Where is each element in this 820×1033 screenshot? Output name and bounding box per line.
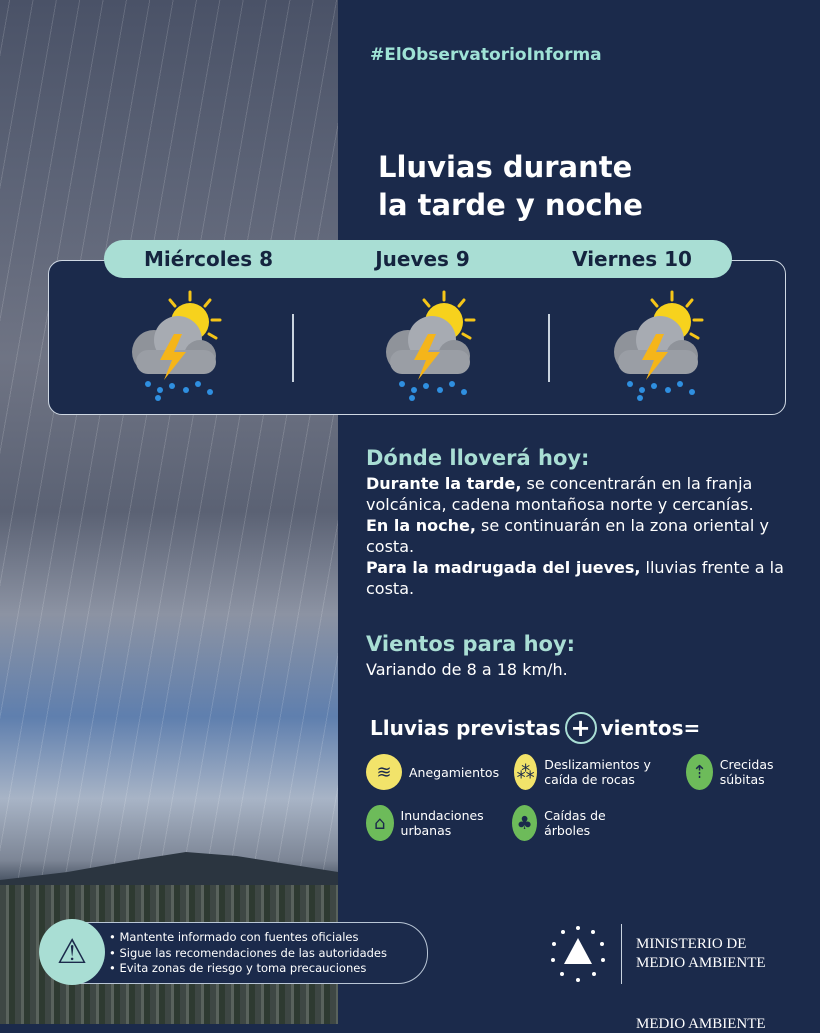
day-label: Viernes 10: [572, 247, 692, 271]
warning-box: ⚠ Mantente informado con fuentes oficial…: [39, 919, 428, 985]
ministry-name: MINISTERIO DE MEDIO AMBIENTE: [636, 936, 766, 971]
landslide-icon: ⁂: [514, 754, 538, 790]
sun-cloud-storm-rain-icon: [612, 290, 704, 402]
hazard-item: ⁂ Deslizamientos y caída de rocas: [514, 754, 674, 790]
hazard-item: ⇡ Crecidas súbitas: [686, 754, 796, 790]
day-label: Jueves 9: [375, 247, 470, 271]
hazard-item: ≋ Anegamientos: [366, 754, 499, 790]
rain-sky-photo: [0, 0, 338, 1024]
waterlogging-icon: ≋: [366, 754, 402, 790]
page-title: Lluvias durante la tarde y noche: [378, 150, 643, 222]
wind-section: Vientos para hoy: Variando de 8 a 18 km/…: [366, 634, 796, 680]
divider: [621, 924, 622, 984]
bottom-strip-text: MEDIO AMBIENTE: [636, 1016, 766, 1032]
divider: [292, 314, 294, 382]
wind-heading: Vientos para hoy:: [366, 632, 576, 656]
rain-heading: Dónde lloverá hoy:: [366, 446, 590, 470]
wind-text: Variando de 8 a 18 km/h.: [366, 660, 568, 679]
hashtag: #ElObservatorioInforma: [370, 45, 602, 65]
divider: [548, 314, 550, 382]
warning-triangle-icon: ⚠: [39, 919, 105, 985]
falling-tree-icon: ♣: [512, 805, 538, 841]
day-label: Miércoles 8: [144, 247, 273, 271]
hazard-item: ⌂ Inundaciones urbanas: [366, 805, 506, 841]
urban-flood-icon: ⌂: [366, 805, 394, 841]
warning-item: Mantente informado con fuentes oficiales: [109, 930, 387, 946]
flash-flood-icon: ⇡: [686, 754, 713, 790]
days-header: Miércoles 8 Jueves 9 Viernes 10: [104, 240, 732, 278]
el-salvador-seal-logo: [551, 926, 605, 982]
sun-cloud-storm-rain-icon: [130, 290, 222, 402]
warning-item: Evita zonas de riesgo y toma precaucione…: [109, 961, 387, 977]
sun-cloud-storm-rain-icon: [384, 290, 476, 402]
plus-icon: +: [564, 712, 597, 744]
rain-section: Dónde lloverá hoy: Durante la tarde, se …: [366, 448, 796, 599]
combo-heading: Lluvias previstas + vientos=: [370, 712, 701, 744]
warning-item: Sigue las recomendaciones de las autorid…: [109, 946, 387, 962]
hazard-item: ♣ Caídas de árboles: [512, 805, 622, 841]
